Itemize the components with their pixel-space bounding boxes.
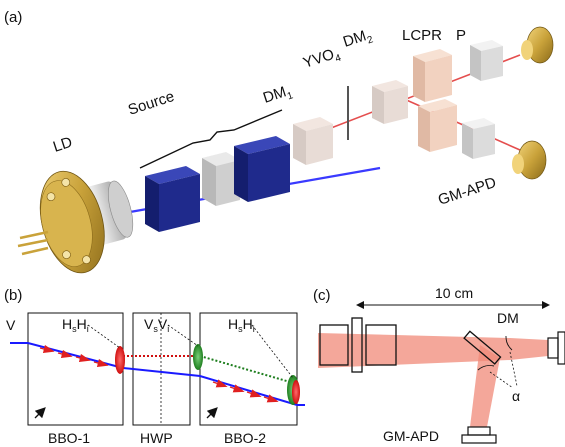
panel-c-tag: (c) xyxy=(313,287,331,304)
crystal-box-2 xyxy=(365,324,397,366)
alpha-pointer-2 xyxy=(489,371,514,389)
source-label: Source xyxy=(126,88,176,119)
gm-apd-label-a: GM-APD xyxy=(436,174,498,209)
panel-a: (a) LD Source xyxy=(4,9,554,274)
red-mode-1 xyxy=(115,346,125,374)
source-bracket xyxy=(139,109,283,169)
pointer-2 xyxy=(167,324,199,347)
crystal-1 xyxy=(145,166,200,232)
hwp-plate xyxy=(202,152,240,206)
lcpr-block xyxy=(413,49,457,152)
p-label: P xyxy=(456,27,466,44)
pair-label-3: HsHi xyxy=(228,316,255,334)
optic-axis-arrow-1 xyxy=(34,407,46,419)
pointer-3 xyxy=(251,324,294,379)
polarizer-cube-lower xyxy=(462,118,495,159)
dm2-block xyxy=(372,80,408,124)
pointer-1 xyxy=(87,324,121,349)
dm-label-c: DM xyxy=(497,310,519,326)
crystal-label-bbo-2: BBO-2 xyxy=(224,430,266,446)
detector-upper xyxy=(521,26,554,64)
panel-c: (c) 10 cm DM α GM-APD xyxy=(313,285,565,444)
green-dotted-path xyxy=(199,355,298,385)
detector-lower xyxy=(512,140,547,180)
alpha-pointer-1 xyxy=(509,351,518,387)
red-mode-2 xyxy=(292,380,300,404)
alpha-label: α xyxy=(512,388,520,404)
yvo4-label: YVO4 xyxy=(301,44,343,75)
panel-b: (b) V xyxy=(4,287,305,446)
walkoff-arrows-2 xyxy=(212,379,279,403)
panel-a-tag: (a) xyxy=(4,9,22,26)
pair-label-2: VsVi xyxy=(144,316,169,334)
pump-path xyxy=(10,342,305,406)
optic-axis-arrow-2 xyxy=(206,407,218,419)
green-mode-1 xyxy=(193,344,203,370)
alpha-arc-2 xyxy=(477,365,495,371)
dm1-label: DM1 xyxy=(261,82,295,110)
scale-label: 10 cm xyxy=(435,285,473,301)
bbo-2-box xyxy=(199,312,298,426)
dm-plate-c xyxy=(463,330,502,365)
ld-label: LD xyxy=(51,134,75,156)
walkoff-arrows-1 xyxy=(39,344,109,368)
gm-apd-label-c: GM-APD xyxy=(383,428,439,444)
crystal-label-hwp: HWP xyxy=(140,430,173,446)
pair-label-1: HsHi xyxy=(62,316,89,334)
detector-bottom-c xyxy=(461,426,497,444)
polarizer-cube-upper xyxy=(470,40,503,81)
dm1-block xyxy=(293,117,333,165)
crystal-2 xyxy=(234,136,290,202)
v-label: V xyxy=(6,317,16,333)
crystal-label-bbo-1: BBO-1 xyxy=(48,430,90,446)
detector-right-c xyxy=(547,331,565,365)
signal-beam-lower xyxy=(394,94,521,151)
crystal-box-1 xyxy=(319,324,349,366)
hwp-plate-c xyxy=(351,317,363,373)
laser-diode xyxy=(17,170,134,274)
panel-b-tag: (b) xyxy=(4,287,22,304)
alpha-arc-1 xyxy=(505,335,513,351)
lcpr-label: LCPR xyxy=(402,27,442,44)
dm2-label: DM2 xyxy=(341,26,375,54)
